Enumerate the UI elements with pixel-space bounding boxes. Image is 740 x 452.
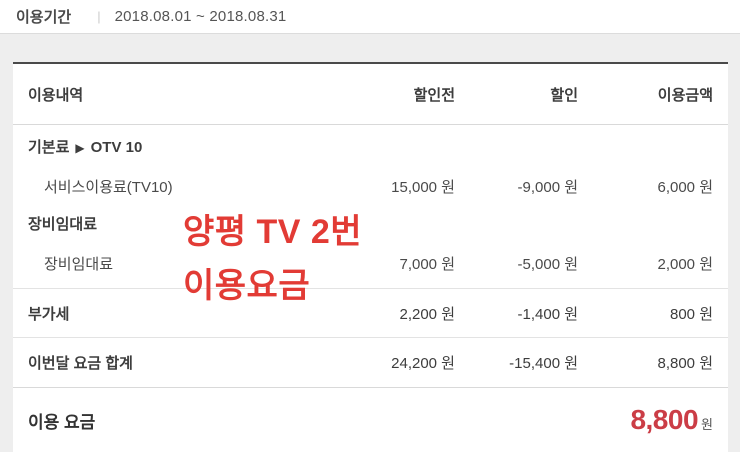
- vat-discount: -1,400 원: [517, 305, 579, 323]
- usage-fee-total: 8,800 원: [578, 404, 713, 436]
- table-row-equipment-rental: 장비임대료 7,000 원 -5,000 원 2,000 원: [13, 239, 728, 289]
- usage-fee-total-number: 8,800: [630, 404, 699, 435]
- monthly-total-discount: -15,400 원: [509, 355, 578, 372]
- usage-fee-total-row: 이용 요금 8,800 원: [13, 388, 728, 452]
- column-header-amount: 이용금액: [657, 86, 713, 104]
- arrow-right-icon: ▶: [75, 141, 85, 155]
- group-row-basic-fee: 기본료 ▶ OTV 10: [13, 125, 728, 165]
- usage-period-value: 2018.08.01 ~ 2018.08.31: [114, 8, 287, 25]
- vat-before-discount: 2,200 원: [399, 305, 455, 323]
- service-fee-discount: -9,000 원: [517, 178, 579, 196]
- column-header-before-discount: 할인전: [413, 86, 455, 104]
- usage-fee-total-unit: 원: [701, 417, 713, 432]
- service-fee-label: 서비스이용료(TV10): [44, 178, 173, 196]
- equipment-rental-discount: -5,000 원: [517, 256, 579, 273]
- column-header-discount: 할인: [550, 86, 578, 104]
- table-header-row: 이용내역 할인전 할인 이용금액: [13, 64, 728, 125]
- table-row-service-fee: 서비스이용료(TV10) 15,000 원 -9,000 원 6,000 원: [13, 165, 728, 207]
- usage-period-label: 이용기간: [16, 9, 72, 26]
- table-row-monthly-total: 이번달 요금 합계 24,200 원 -15,400 원 8,800 원: [13, 338, 728, 388]
- vat-amount: 800 원: [670, 305, 713, 323]
- monthly-total-label: 이번달 요금 합계: [28, 355, 133, 372]
- group-row-equipment-rental: 장비임대료: [13, 207, 728, 239]
- divider: |: [97, 9, 101, 24]
- usage-period-bar: 이용기간 | 2018.08.01 ~ 2018.08.31: [0, 0, 740, 34]
- equipment-rental-group-label: 장비임대료: [28, 215, 98, 233]
- table-row-vat: 부가세 2,200 원 -1,400 원 800 원: [13, 289, 728, 338]
- equipment-rental-amount: 2,000 원: [657, 256, 713, 273]
- vat-label: 부가세: [28, 305, 70, 323]
- plan-name: OTV 10: [90, 139, 143, 156]
- basic-fee-label: 기본료: [28, 139, 70, 156]
- equipment-rental-label: 장비임대료: [44, 256, 114, 273]
- usage-fee-label: 이용 요금: [28, 412, 96, 432]
- column-header-item: 이용내역: [28, 86, 84, 104]
- billing-card: 이용내역 할인전 할인 이용금액 기본료 ▶ OTV 10 서비스이용료(TV10)…: [13, 62, 728, 452]
- service-fee-amount: 6,000 원: [657, 178, 713, 196]
- monthly-total-amount: 8,800 원: [657, 355, 713, 372]
- monthly-total-before-discount: 24,200 원: [391, 355, 455, 372]
- group-label-basic-fee: 기본료 ▶ OTV 10: [28, 136, 713, 157]
- equipment-rental-before-discount: 7,000 원: [399, 256, 455, 273]
- service-fee-before-discount: 15,000 원: [391, 178, 455, 196]
